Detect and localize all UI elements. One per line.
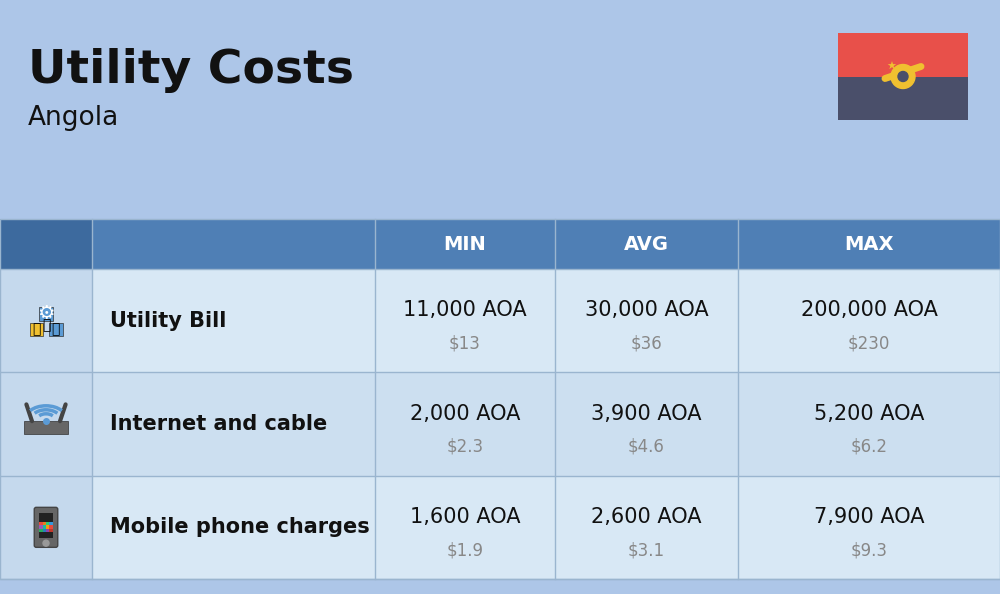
Bar xyxy=(30,323,43,336)
FancyBboxPatch shape xyxy=(34,507,58,547)
Bar xyxy=(0,372,92,476)
Text: 2,000 AOA: 2,000 AOA xyxy=(410,404,520,424)
Text: $3.1: $3.1 xyxy=(628,541,665,559)
Bar xyxy=(43,526,46,529)
Text: $13: $13 xyxy=(449,334,481,352)
Bar xyxy=(43,522,46,526)
Bar xyxy=(46,529,49,532)
Bar xyxy=(0,476,92,579)
Text: Utility Bill: Utility Bill xyxy=(110,311,226,331)
Text: 🔌: 🔌 xyxy=(32,323,40,336)
Text: Utility Costs: Utility Costs xyxy=(28,48,354,93)
Bar xyxy=(39,529,43,532)
Bar xyxy=(0,269,92,372)
Text: 30,000 AOA: 30,000 AOA xyxy=(585,301,708,320)
Text: 11,000 AOA: 11,000 AOA xyxy=(403,301,527,320)
Bar xyxy=(49,526,53,529)
Text: $9.3: $9.3 xyxy=(850,541,888,559)
Text: $6.2: $6.2 xyxy=(850,438,888,456)
Text: $230: $230 xyxy=(848,334,890,352)
Text: $1.9: $1.9 xyxy=(446,541,484,559)
Text: ★: ★ xyxy=(886,62,896,71)
Text: AVG: AVG xyxy=(624,235,669,254)
Bar xyxy=(0,219,92,269)
Circle shape xyxy=(891,65,915,89)
Bar xyxy=(39,513,53,538)
Text: MAX: MAX xyxy=(844,235,894,254)
Bar xyxy=(43,529,46,532)
Bar xyxy=(39,522,43,526)
Bar xyxy=(0,269,1000,372)
Text: 1,600 AOA: 1,600 AOA xyxy=(410,507,520,527)
Text: 200,000 AOA: 200,000 AOA xyxy=(801,301,937,320)
Text: 🚿: 🚿 xyxy=(52,323,60,336)
Circle shape xyxy=(898,71,908,81)
Bar xyxy=(0,219,1000,579)
Bar xyxy=(0,476,1000,579)
Bar xyxy=(46,522,49,526)
Bar xyxy=(0,219,1000,269)
Text: 7,900 AOA: 7,900 AOA xyxy=(814,507,924,527)
Text: ⚙: ⚙ xyxy=(37,304,55,323)
Text: 2,600 AOA: 2,600 AOA xyxy=(591,507,702,527)
Text: 🧑: 🧑 xyxy=(42,318,50,333)
Text: Angola: Angola xyxy=(28,105,119,131)
Bar xyxy=(46,526,49,529)
Bar xyxy=(49,323,62,336)
Bar xyxy=(838,33,968,77)
Circle shape xyxy=(43,540,49,546)
Bar xyxy=(39,307,53,321)
Text: Internet and cable: Internet and cable xyxy=(110,414,327,434)
Bar xyxy=(0,372,1000,476)
Text: 3,900 AOA: 3,900 AOA xyxy=(591,404,702,424)
Bar xyxy=(39,526,43,529)
Text: MIN: MIN xyxy=(444,235,486,254)
Text: $36: $36 xyxy=(631,334,662,352)
Bar xyxy=(49,522,53,526)
Text: $2.3: $2.3 xyxy=(446,438,484,456)
Bar xyxy=(49,529,53,532)
Bar xyxy=(24,421,68,434)
Bar xyxy=(838,77,968,120)
Text: Mobile phone charges: Mobile phone charges xyxy=(110,517,370,538)
Text: 5,200 AOA: 5,200 AOA xyxy=(814,404,924,424)
Text: $4.6: $4.6 xyxy=(628,438,665,456)
